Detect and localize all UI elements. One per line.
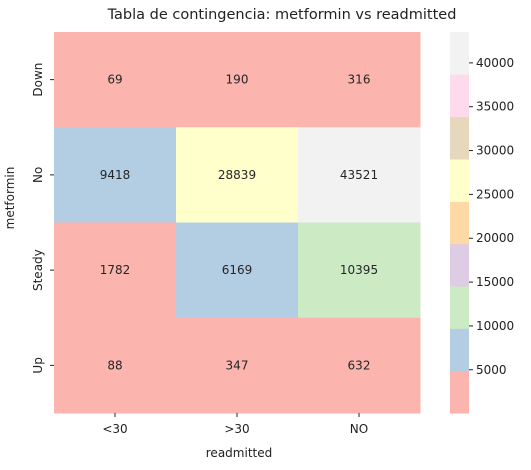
colorbar-segment (450, 328, 469, 372)
colorbar-tick-label: 25000 (476, 187, 514, 201)
heatmap-cell (176, 32, 299, 128)
x-tick-label: <30 (102, 422, 127, 436)
colorbar-segment (450, 201, 469, 245)
x-tick-label: >30 (224, 422, 249, 436)
cell-value-label: 28839 (218, 168, 256, 182)
colorbar-segment (450, 74, 469, 118)
heatmap-cell (54, 32, 177, 128)
heatmap-cell (176, 317, 299, 414)
x-axis-label: readmitted (206, 446, 272, 460)
colorbar-tick-label: 40000 (476, 56, 514, 70)
colorbar-tick-label: 5000 (476, 363, 507, 377)
colorbar-tick-label: 10000 (476, 319, 514, 333)
colorbar-tick-label: 30000 (476, 144, 514, 158)
colorbar-tick-label: 35000 (476, 100, 514, 114)
heatmap-cell (298, 222, 421, 319)
x-tick-label: NO (350, 422, 368, 436)
heatmap-cell (176, 222, 299, 319)
cell-value-label: 6169 (222, 263, 253, 277)
colorbar-segment (450, 286, 469, 329)
heatmap-cell (176, 127, 299, 223)
cell-value-label: 190 (226, 73, 249, 87)
cell-value-label: 43521 (340, 168, 378, 182)
heatmap-cell (298, 127, 421, 223)
colorbar-segment (450, 370, 469, 414)
y-tick-label: Up (31, 357, 45, 373)
y-tick-label: Down (31, 63, 45, 97)
colorbar-segment (450, 116, 469, 160)
y-tick-label: Steady (31, 249, 45, 291)
colorbar-ticks: 5000 10000 15000 20000 25000 30000 35000 40000 (469, 56, 514, 377)
colorbar-tick-label: 20000 (476, 231, 514, 245)
heatmap-cell (54, 317, 177, 414)
heatmap-cell (54, 127, 177, 223)
y-tick-label: No (31, 167, 45, 183)
heatmap-cells (54, 32, 421, 414)
cell-value-label: 88 (107, 358, 122, 372)
cell-value-label: 632 (348, 358, 371, 372)
cell-value-label: 69 (107, 73, 122, 87)
chart-title: Tabla de contingencia: metformin vs read… (107, 7, 457, 23)
heatmap-cell (298, 317, 421, 414)
y-axis-label: metformin (3, 167, 17, 230)
colorbar-tick-label: 15000 (476, 275, 514, 289)
y-axis-ticks: Down No Steady Up (31, 63, 54, 374)
colorbar-segment (450, 32, 469, 75)
colorbar-segment (450, 159, 469, 202)
cell-value-label: 1782 (100, 263, 131, 277)
heatmap-cell (54, 222, 177, 319)
cell-value-label: 316 (348, 73, 371, 87)
cell-value-label: 347 (226, 358, 249, 372)
colorbar (450, 32, 469, 414)
x-axis-ticks: <30 >30 NO (102, 413, 368, 436)
cell-annotations: 69 190 316 9418 28839 43521 1782 6169 10395 88 347… (100, 73, 378, 373)
colorbar-segment (450, 243, 469, 287)
cell-value-label: 9418 (100, 168, 131, 182)
cell-value-label: 10395 (340, 263, 378, 277)
heatmap-cell (298, 32, 421, 128)
